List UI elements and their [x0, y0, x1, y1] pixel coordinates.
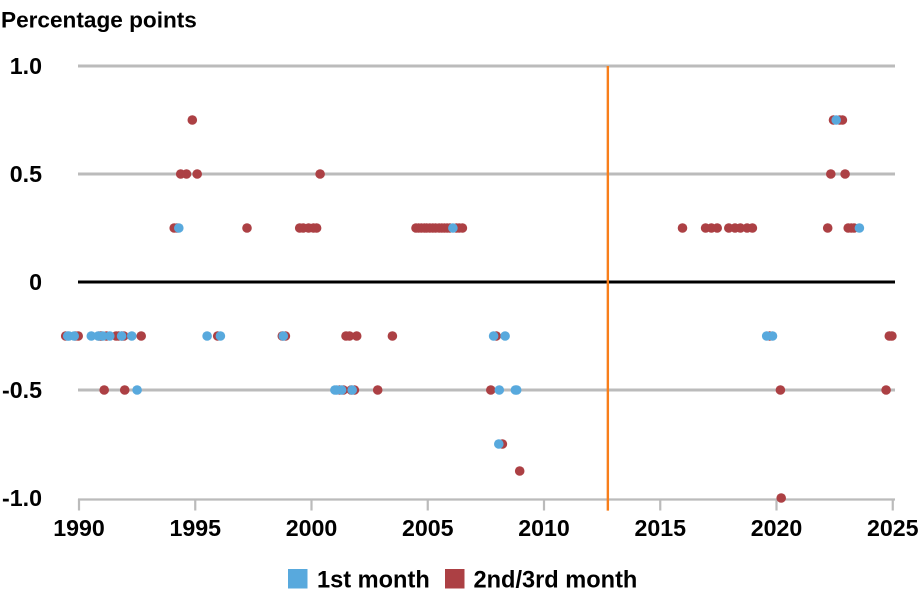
svg-text:0: 0	[29, 269, 42, 295]
svg-text:2020: 2020	[751, 515, 803, 541]
svg-text:2nd/3rd month: 2nd/3rd month	[474, 567, 638, 593]
svg-text:2010: 2010	[518, 515, 570, 541]
svg-text:2015: 2015	[634, 515, 686, 541]
svg-text:1990: 1990	[53, 515, 105, 541]
svg-text:0.5: 0.5	[10, 161, 42, 187]
svg-text:-1.0: -1.0	[2, 485, 42, 511]
svg-text:2025: 2025	[867, 515, 919, 541]
svg-text:1st month: 1st month	[317, 567, 430, 593]
svg-text:2000: 2000	[286, 515, 338, 541]
svg-text:-0.5: -0.5	[2, 377, 42, 403]
svg-text:2005: 2005	[402, 515, 454, 541]
svg-text:1.0: 1.0	[10, 53, 42, 79]
svg-text:1995: 1995	[169, 515, 221, 541]
svg-text:Percentage points: Percentage points	[1, 7, 197, 32]
